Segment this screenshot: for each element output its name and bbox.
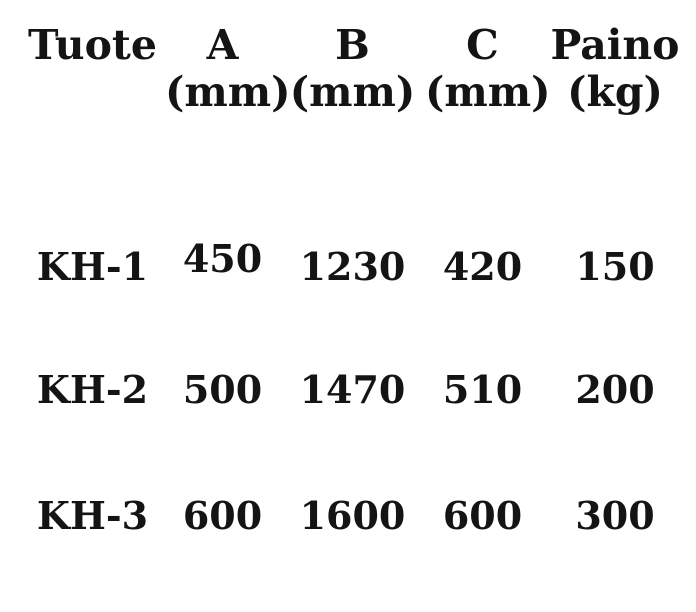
header-cell-paino: Paino (kg) xyxy=(540,22,690,116)
value-cell-b: 1230 xyxy=(299,244,406,289)
product-cell: KH-3 xyxy=(36,493,149,538)
product-cell: KH-2 xyxy=(36,367,149,412)
table-row-kh1: KH-1 450 1230 420 150 xyxy=(20,236,690,291)
column-label-c: C xyxy=(466,21,499,69)
header-cell-tuote: Tuote xyxy=(20,22,165,116)
value-cell-c: 510 xyxy=(442,367,523,412)
column-unit-c: (mm) xyxy=(425,68,551,116)
column-unit-a: (mm) xyxy=(165,68,291,116)
column-label-b: B xyxy=(335,21,370,69)
value-cell-a: 500 xyxy=(182,367,263,412)
value-cell-c: 600 xyxy=(442,493,523,538)
value-cell-b: 1600 xyxy=(299,493,406,538)
header-cell-b: B (mm) xyxy=(280,22,425,116)
value-cell-a: 600 xyxy=(182,493,263,538)
table-row-kh3: KH-3 600 1600 600 300 xyxy=(20,492,690,540)
column-unit-paino: (kg) xyxy=(567,68,663,116)
value-cell-paino: 150 xyxy=(575,244,655,289)
table-row-kh2: KH-2 500 1470 510 200 xyxy=(20,366,690,414)
value-cell-paino: 300 xyxy=(575,493,655,538)
value-cell-paino: 200 xyxy=(575,367,655,412)
column-label-a: A xyxy=(206,21,239,69)
table-header-row: Tuote A (mm) B (mm) C (mm) Paino (kg) xyxy=(20,22,690,116)
column-unit-b: (mm) xyxy=(289,68,416,116)
value-cell-b: 1470 xyxy=(299,367,406,412)
product-cell: KH-1 xyxy=(36,244,149,289)
column-label-tuote: Tuote xyxy=(28,21,157,69)
value-cell-a: 450 xyxy=(182,236,263,281)
header-cell-c: C (mm) xyxy=(425,21,551,116)
value-cell-c: 420 xyxy=(442,244,523,289)
header-cell-a: A (mm) xyxy=(165,21,291,116)
column-label-paino: Paino xyxy=(550,21,680,69)
